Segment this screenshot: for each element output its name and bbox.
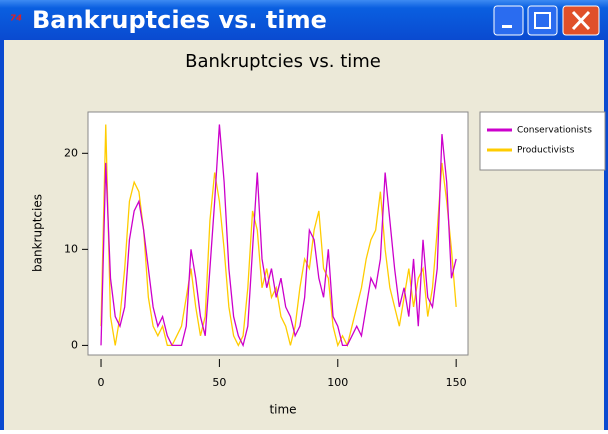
window-title: Bankruptcies vs. time [32, 6, 327, 34]
minimize-icon [502, 25, 512, 28]
y-axis-label: bankruptcies [31, 194, 45, 272]
legend-label: Productivists [517, 146, 575, 156]
x-tick-label: 50 [212, 376, 226, 389]
x-tick-label: 0 [98, 376, 105, 389]
series-line [100, 124, 457, 348]
series-line [100, 124, 457, 348]
y-tick-label: 20 [64, 146, 78, 159]
chart-title: Bankruptcies vs. time [185, 51, 381, 72]
x-axis-label: time [269, 403, 296, 417]
app-icon: ⁷⁴ [10, 13, 22, 29]
maximize-icon [534, 12, 551, 29]
maximize-button[interactable] [527, 5, 558, 36]
y-tick-label: 10 [64, 242, 78, 255]
y-tick-label: 0 [71, 338, 78, 351]
legend [479, 111, 606, 171]
x-tick-label: 150 [446, 376, 467, 389]
close-icon [571, 10, 591, 31]
minimize-button[interactable] [493, 5, 524, 36]
plot-area [87, 111, 469, 356]
legend-label: Conservationists [517, 126, 592, 136]
x-tick-label: 100 [327, 376, 348, 389]
